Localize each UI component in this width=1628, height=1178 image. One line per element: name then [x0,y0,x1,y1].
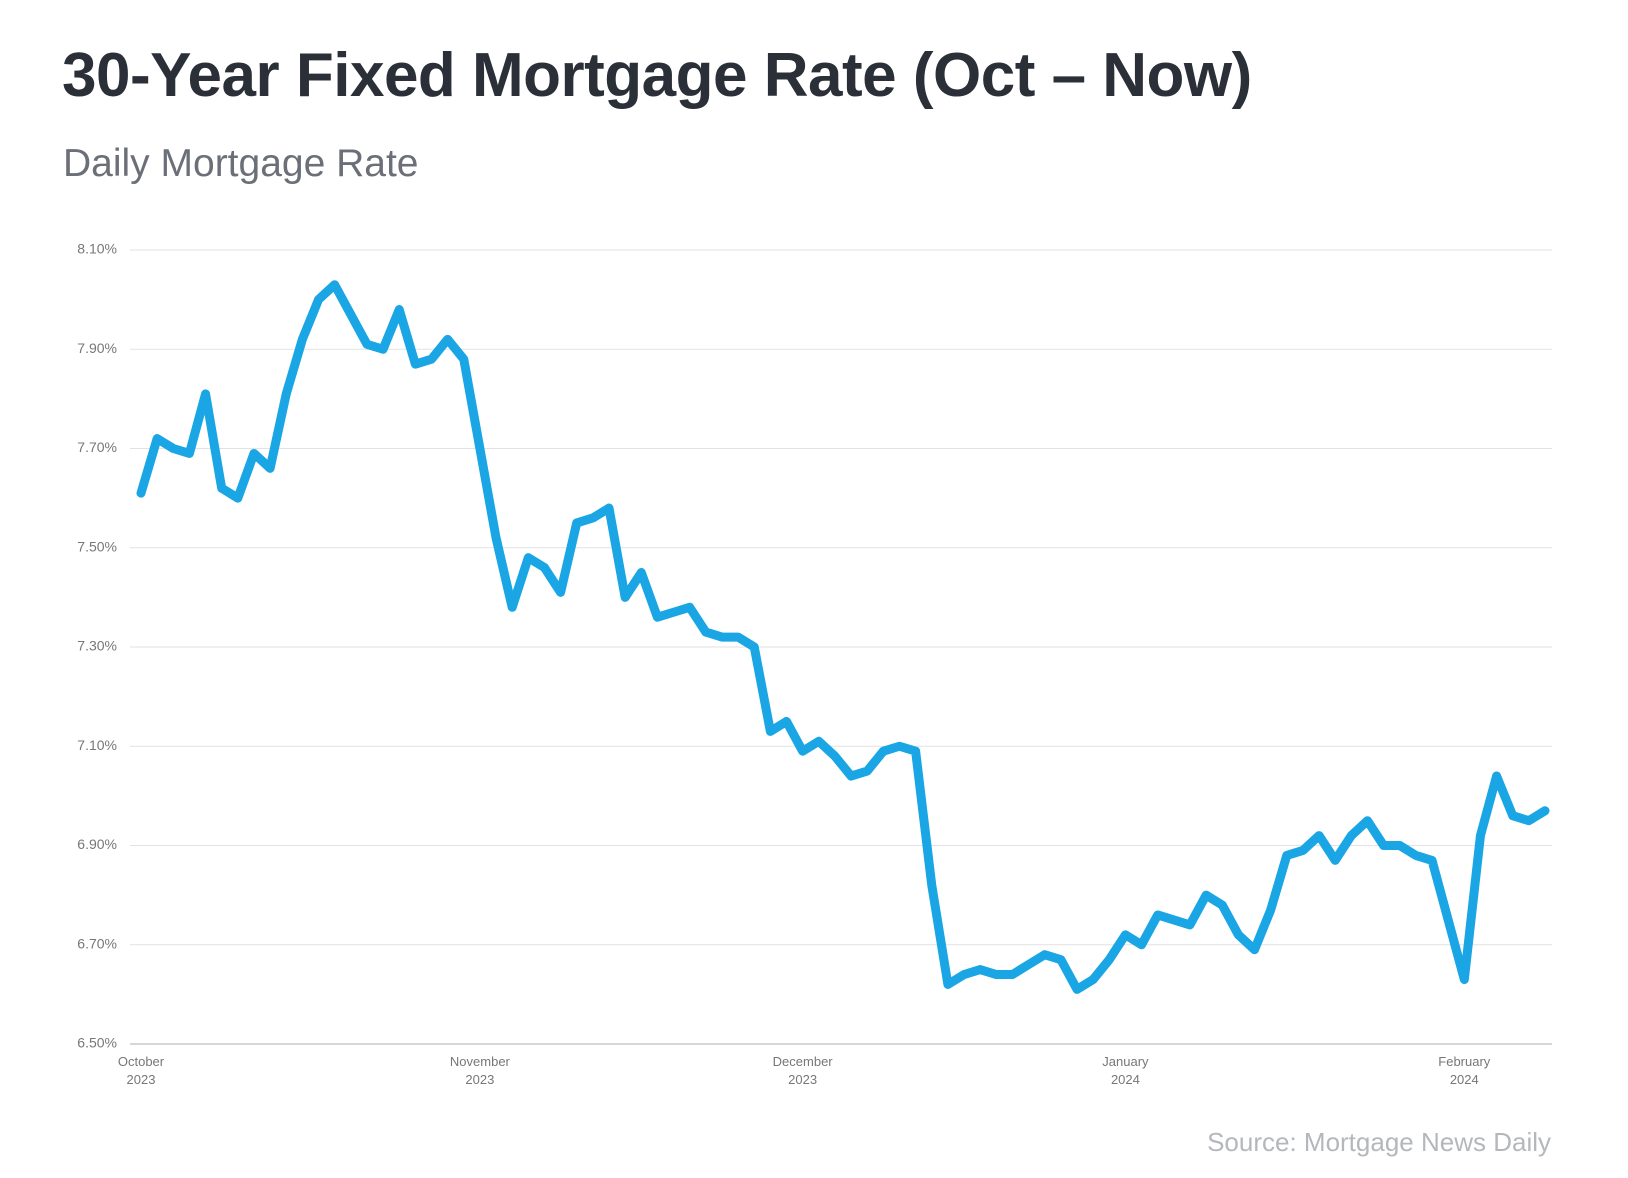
chart-subtitle: Daily Mortgage Rate [63,142,419,185]
y-tick-label: 7.90% [77,340,117,356]
x-tick-label: January 2024 [1102,1054,1149,1087]
y-tick-label: 6.70% [77,935,117,951]
x-tick-label: November 2023 [449,1054,510,1087]
rate-line [136,280,1550,994]
y-tick-label: 7.50% [77,538,117,554]
x-tick-label: February 2024 [1438,1054,1491,1087]
y-tick-label: 7.70% [77,439,117,455]
y-tick-label: 7.10% [77,737,117,753]
source-note: Source: Mortgage News Daily [1207,1127,1551,1157]
y-tick-label: 6.50% [77,1035,117,1051]
y-tick-label: 6.90% [77,836,117,852]
y-tick-label: 7.30% [77,638,117,654]
x-tick-label: October 2023 [117,1054,165,1087]
y-tick-label: 8.10% [77,241,117,257]
chart-title: 30-Year Fixed Mortgage Rate (Oct – Now) [62,41,1252,110]
x-tick-label: December 2023 [772,1054,833,1087]
